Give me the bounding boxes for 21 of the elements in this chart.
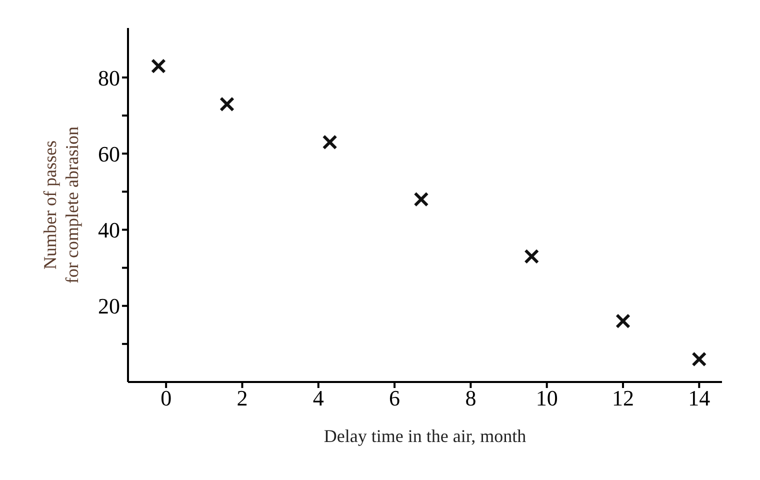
y-tick-label: 60: [98, 141, 120, 166]
y-axis-title: Number of passes for complete abrasion: [40, 126, 82, 284]
x-tick-label: 2: [236, 386, 248, 411]
point: [616, 314, 630, 329]
x-tick-label: 10: [536, 386, 558, 411]
point: [220, 96, 234, 112]
x-tick-label: 4: [312, 386, 324, 411]
x-tick-label: 12: [612, 386, 634, 411]
x-axis-title: Delay time in the air, month: [324, 426, 526, 446]
y-tick-label: 40: [98, 218, 120, 243]
x-tick-label: 8: [465, 386, 476, 411]
x-tick-label: 6: [389, 386, 400, 411]
point: [322, 134, 338, 150]
point: [150, 58, 166, 74]
x-tick-label: 14: [688, 386, 710, 411]
x-tick-label: 0: [160, 386, 172, 411]
y-tick-label: 80: [98, 65, 120, 90]
point: [692, 352, 707, 367]
point: [414, 192, 429, 207]
point: [524, 248, 540, 264]
y-tick-label: 20: [98, 294, 120, 319]
